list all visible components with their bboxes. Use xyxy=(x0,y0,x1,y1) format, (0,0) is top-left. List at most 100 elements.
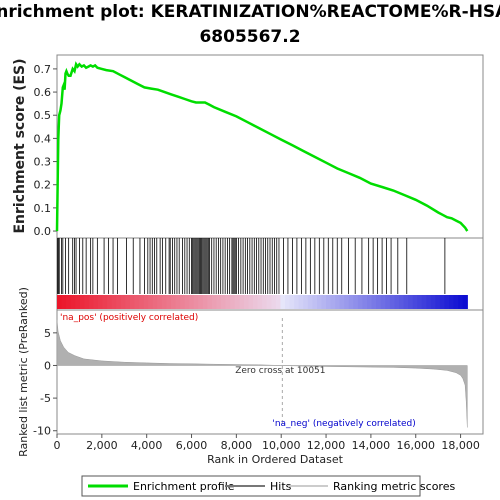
heat-bar-segment xyxy=(116,295,122,309)
heat-bar-segment xyxy=(84,295,90,309)
heat-bar-segment xyxy=(230,295,236,309)
heat-bar-segment xyxy=(57,295,63,309)
heat-bar-segment xyxy=(330,295,336,309)
heat-bar-segment xyxy=(202,295,209,309)
heat-bar-segment xyxy=(408,295,414,309)
heat-bar-segment xyxy=(321,295,327,309)
heat-bar-segment xyxy=(143,295,149,309)
heat-bar-segment xyxy=(367,295,373,309)
x-tick-label: 18,000 xyxy=(441,439,480,452)
heat-bar-segment xyxy=(417,295,423,309)
heat-bar-segment xyxy=(289,295,295,309)
es-y-tick-label: 0.7 xyxy=(34,63,52,76)
heat-bar-segment xyxy=(385,295,391,309)
heat-bar-segment xyxy=(421,295,427,309)
x-tick-label: 2,000 xyxy=(86,439,118,452)
ranked-y-tick-label: 5 xyxy=(44,327,51,340)
heat-bar-segment xyxy=(225,295,231,309)
heat-bar-segment xyxy=(148,295,154,309)
heat-bar-segment xyxy=(175,295,181,309)
legend-label: Enrichment profile xyxy=(133,480,235,493)
x-tick-label: 12,000 xyxy=(307,439,346,452)
zero-cross-label: Zero cross at 10051 xyxy=(235,366,325,376)
heat-bar-segment xyxy=(98,295,104,309)
heat-bar-segment xyxy=(403,295,409,309)
x-tick-label: 10,000 xyxy=(262,439,301,452)
es-panel: 0.0 0.1 0.2 0.3 0.4 0.5 0.6 0.7 Enrichment scor… xyxy=(12,54,484,239)
es-y-tick-label: 0.0 xyxy=(34,225,52,238)
heat-bar-segment xyxy=(325,295,332,309)
heat-bar-segment xyxy=(362,295,368,309)
heat-bar-segment xyxy=(280,295,286,309)
heat-bar-segment xyxy=(239,295,245,309)
heat-bar-segment xyxy=(312,295,318,309)
heat-bar-segment xyxy=(134,295,140,309)
legend: Enrichment profile Hits Ranking metric sco… xyxy=(81,475,455,497)
es-y-axis-label: Enrichment score (ES) xyxy=(12,58,28,233)
heat-bar-segment xyxy=(398,295,405,309)
heat-bar-segment xyxy=(357,295,364,309)
es-y-tick-label: 0.1 xyxy=(34,202,52,215)
ranked-y-axis: -10 -5 0 5 xyxy=(33,327,57,438)
negative-correlation-label: 'na_neg' (negatively correlated) xyxy=(272,419,415,429)
heat-bar-segment xyxy=(253,295,259,309)
heat-bar-segment xyxy=(339,295,345,309)
heat-bar-segment xyxy=(243,295,250,309)
heat-bar-segment xyxy=(284,295,291,309)
heat-bar-segment xyxy=(70,295,76,309)
heat-bar-segment xyxy=(111,295,117,309)
heat-bar-segment xyxy=(430,295,436,309)
heat-bar-segment xyxy=(107,295,113,309)
heat-bar-segment xyxy=(170,295,177,309)
heat-bar-segment xyxy=(380,295,386,309)
heat-bar-segment xyxy=(207,295,213,309)
ranked-y-tick-label: -5 xyxy=(40,392,51,405)
heat-bar-segment xyxy=(93,295,99,309)
heat-bar-segment xyxy=(298,295,304,309)
x-tick-label: 6,000 xyxy=(176,439,208,452)
heat-bar-segment xyxy=(66,295,72,309)
heat-bar-segment xyxy=(389,295,395,309)
heat-bar-segment xyxy=(426,295,432,309)
es-plot-area xyxy=(56,54,484,239)
x-axis-label: Rank in Ordered Dataset xyxy=(207,453,344,466)
heat-bar-segment xyxy=(335,295,341,309)
heat-bar-segment xyxy=(435,295,441,309)
es-y-tick-label: 0.6 xyxy=(34,86,52,99)
es-y-tick-label: 0.4 xyxy=(34,132,52,145)
heat-bar-segment xyxy=(394,295,400,309)
heat-bar-segment xyxy=(262,295,268,309)
x-tick-label: 16,000 xyxy=(396,439,435,452)
x-tick-label: 14,000 xyxy=(352,439,391,452)
heat-bar-segment xyxy=(161,295,168,309)
rank-heat-bar xyxy=(57,295,468,309)
heat-bar-segment xyxy=(307,295,313,309)
heat-bar-segment xyxy=(88,295,95,309)
heat-bar-segment xyxy=(139,295,145,309)
heat-bar-segment xyxy=(316,295,323,309)
heat-bar-segment xyxy=(221,295,227,309)
heat-bar-segment xyxy=(266,295,272,309)
chart-title-line1: Enrichment plot: KERATINIZATION%REACTOME… xyxy=(0,2,500,22)
x-tick-label: 0 xyxy=(54,439,61,452)
heat-bar-segment xyxy=(166,295,172,309)
positive-correlation-label: 'na_pos' (positively correlated) xyxy=(60,313,198,323)
heat-bar-segment xyxy=(412,295,418,309)
ranked-y-axis-label: Ranked list metric (PreRanked) xyxy=(17,287,30,457)
es-y-tick-label: 0.3 xyxy=(34,156,52,169)
heat-bar-segment xyxy=(157,295,163,309)
heat-bar-segment xyxy=(303,295,309,309)
heat-bar-segment xyxy=(439,295,446,309)
heat-bar-segment xyxy=(449,295,455,309)
es-y-axis: 0.0 0.1 0.2 0.3 0.4 0.5 0.6 0.7 xyxy=(34,63,57,238)
heat-bar-segment xyxy=(458,295,464,309)
heat-bar-segment xyxy=(376,295,382,309)
x-tick-label: 8,000 xyxy=(221,439,253,452)
ranked-panel: -10 -5 0 5 'na_pos' (positively correlated)… xyxy=(17,287,484,457)
heat-bar-segment xyxy=(198,295,204,309)
heat-bar-segment xyxy=(212,295,218,309)
heat-bar-segment xyxy=(120,295,126,309)
heat-bar-segment xyxy=(152,295,158,309)
heat-bar-segment xyxy=(129,295,136,309)
